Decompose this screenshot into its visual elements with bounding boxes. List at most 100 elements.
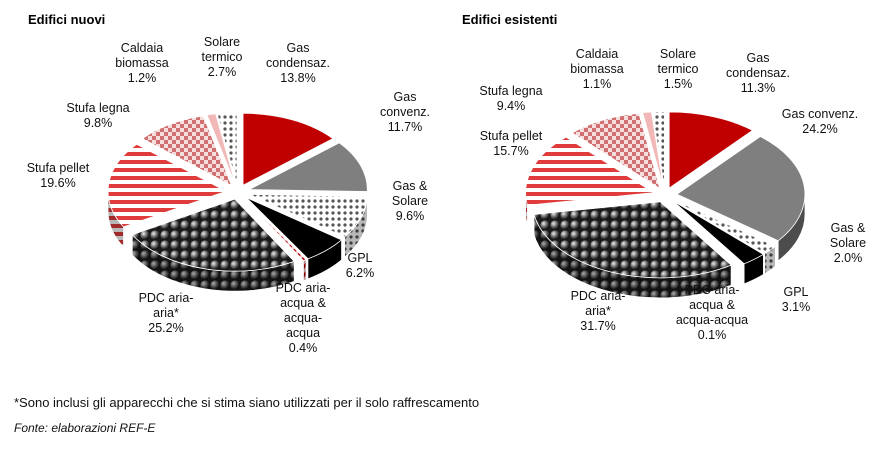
pie-slice-top bbox=[673, 199, 777, 254]
pie-slice-top bbox=[141, 115, 233, 187]
pie-slice-9 bbox=[216, 112, 238, 185]
pie-slice-top bbox=[676, 136, 806, 242]
slice-label: Caldaia biomassa 1.2% bbox=[115, 41, 169, 85]
slice-label-line: acqua- bbox=[284, 311, 322, 325]
slice-label: Stufa pellet 15.7% bbox=[480, 129, 543, 158]
slice-label: Gas & Solare 2.0% bbox=[830, 221, 866, 265]
pie-slice-top bbox=[245, 197, 343, 260]
slice-label-line: Gas bbox=[287, 41, 310, 55]
pie-slice-1 bbox=[676, 136, 806, 262]
pie-slice-8 bbox=[206, 113, 236, 185]
slice-label-line: condensaz. bbox=[726, 66, 790, 80]
pie-slice-2 bbox=[673, 199, 777, 275]
pie-slice-top bbox=[642, 111, 664, 188]
slice-label: PDC aria-acqua & acqua-acqua 0.4% bbox=[276, 281, 331, 355]
slice-label: Solare termico 1.5% bbox=[658, 47, 699, 91]
pie-slice-top bbox=[533, 201, 732, 279]
slice-label-line: Stufa pellet bbox=[480, 129, 543, 143]
slice-label-line: 6.2% bbox=[346, 266, 375, 280]
slice-label-line: PDC aria- bbox=[139, 291, 194, 305]
pie-slice-top bbox=[107, 143, 228, 228]
pie-slice-top bbox=[651, 111, 665, 188]
slice-label: Gas & Solare 9.6% bbox=[392, 179, 428, 223]
pie-slice-4 bbox=[243, 198, 307, 282]
slice-label-line: Solare bbox=[204, 35, 240, 49]
slice-label-line: 9.6% bbox=[396, 209, 425, 223]
pie-slice-0 bbox=[242, 112, 334, 186]
slice-label-line: 13.8% bbox=[280, 71, 315, 85]
chart-title: Edifici esistenti bbox=[462, 12, 557, 27]
pie-slice-top bbox=[249, 142, 368, 192]
pie-slice-top bbox=[206, 113, 236, 185]
slice-label-line: GPL bbox=[783, 285, 808, 299]
slice-label: GPL 6.2% bbox=[346, 251, 375, 280]
slice-label-line: 11.3% bbox=[741, 81, 776, 95]
slice-label-line: 24.2% bbox=[802, 122, 837, 136]
pie-slice-side-shade bbox=[303, 259, 307, 282]
pie-slice-top bbox=[571, 112, 661, 190]
pie-slice-top bbox=[242, 112, 334, 186]
slice-label: Stufa pellet 19.6% bbox=[27, 161, 90, 190]
pie-slice-top bbox=[525, 136, 655, 206]
slice-label-line: Solare bbox=[660, 47, 696, 61]
slice-label-line: Gas convenz. bbox=[782, 107, 858, 121]
pie-slice-top bbox=[668, 111, 754, 189]
slice-label-line: acqua bbox=[286, 326, 320, 340]
pie-slice-6 bbox=[107, 143, 228, 248]
pie-slice-top bbox=[216, 112, 238, 185]
slice-label-line: acqua & bbox=[689, 298, 736, 312]
slice-label-line: aria* bbox=[585, 304, 611, 318]
slice-label-line: 3.1% bbox=[782, 300, 811, 314]
slice-label-line: acqua & bbox=[280, 296, 327, 310]
footnote: *Sono inclusi gli apparecchi che si stim… bbox=[14, 395, 480, 410]
slice-label-line: 1.2% bbox=[128, 71, 157, 85]
pie-slice-6 bbox=[525, 136, 655, 226]
slice-label-line: biomassa bbox=[115, 56, 169, 70]
slice-label-line: termico bbox=[658, 62, 699, 76]
slice-label-line: Gas & bbox=[393, 179, 428, 193]
chart-edifici-esistenti: Edifici esistenti Gas condensaz. 11.3% Gas … bbox=[462, 12, 866, 342]
slice-label: PDC aria-acqua & acqua-acqua 0.1% bbox=[676, 283, 748, 342]
slice-label: PDC aria-aria* 31.7% bbox=[571, 289, 626, 333]
pie-slice-9 bbox=[651, 111, 665, 188]
pie-slice-0 bbox=[668, 111, 754, 189]
slice-label-line: 31.7% bbox=[580, 319, 615, 333]
slice-label: GPL 3.1% bbox=[782, 285, 811, 314]
slice-label-line: Solare bbox=[830, 236, 866, 250]
slice-label: PDC aria-aria* 25.2% bbox=[139, 291, 194, 335]
slice-label-line: Gas & bbox=[831, 221, 866, 235]
pie-slice-side-shade bbox=[742, 263, 744, 285]
slice-label-line: Gas bbox=[394, 90, 417, 104]
pie-slice-top bbox=[131, 198, 295, 272]
slice-label-line: 1.5% bbox=[664, 77, 693, 91]
slice-label-line: Caldaia bbox=[576, 47, 618, 61]
chart-title: Edifici nuovi bbox=[28, 12, 105, 27]
slice-label-line: 11.7% bbox=[388, 120, 423, 134]
pie-slice-8 bbox=[642, 111, 664, 188]
slice-label-line: Stufa pellet bbox=[27, 161, 90, 175]
slice-label: Stufa legna 9.4% bbox=[479, 84, 542, 113]
slice-label-line: 0.1% bbox=[698, 328, 727, 342]
slice-label-line: 19.6% bbox=[40, 176, 75, 190]
pie-slice-2 bbox=[249, 194, 368, 258]
pie-slice-top bbox=[671, 200, 744, 265]
pie-slice-3 bbox=[245, 197, 343, 280]
slice-label-line: 25.2% bbox=[148, 321, 183, 335]
slice-label-line: PDC aria- bbox=[685, 283, 740, 297]
slice-label-line: GPL bbox=[347, 251, 372, 265]
pie-slice-7 bbox=[141, 115, 233, 187]
slice-label-line: biomassa bbox=[570, 62, 624, 76]
pie-slice-top bbox=[249, 194, 368, 238]
slice-label-line: termico bbox=[202, 50, 243, 64]
slice-label-line: 15.7% bbox=[493, 144, 528, 158]
slice-label: Solare termico 2.7% bbox=[202, 35, 243, 79]
source-note: Fonte: elaborazioni REF-E bbox=[14, 421, 156, 435]
slice-label: Gas condensaz. 13.8% bbox=[266, 41, 330, 85]
pie-slice-5 bbox=[131, 198, 295, 292]
slice-label-line: Stufa legna bbox=[479, 84, 542, 98]
slice-label-line: acqua-acqua bbox=[676, 313, 748, 327]
pie-slice-5 bbox=[533, 201, 732, 299]
slice-label: Gas convenz. 11.7% bbox=[380, 90, 430, 134]
slice-label-line: 2.7% bbox=[208, 65, 237, 79]
